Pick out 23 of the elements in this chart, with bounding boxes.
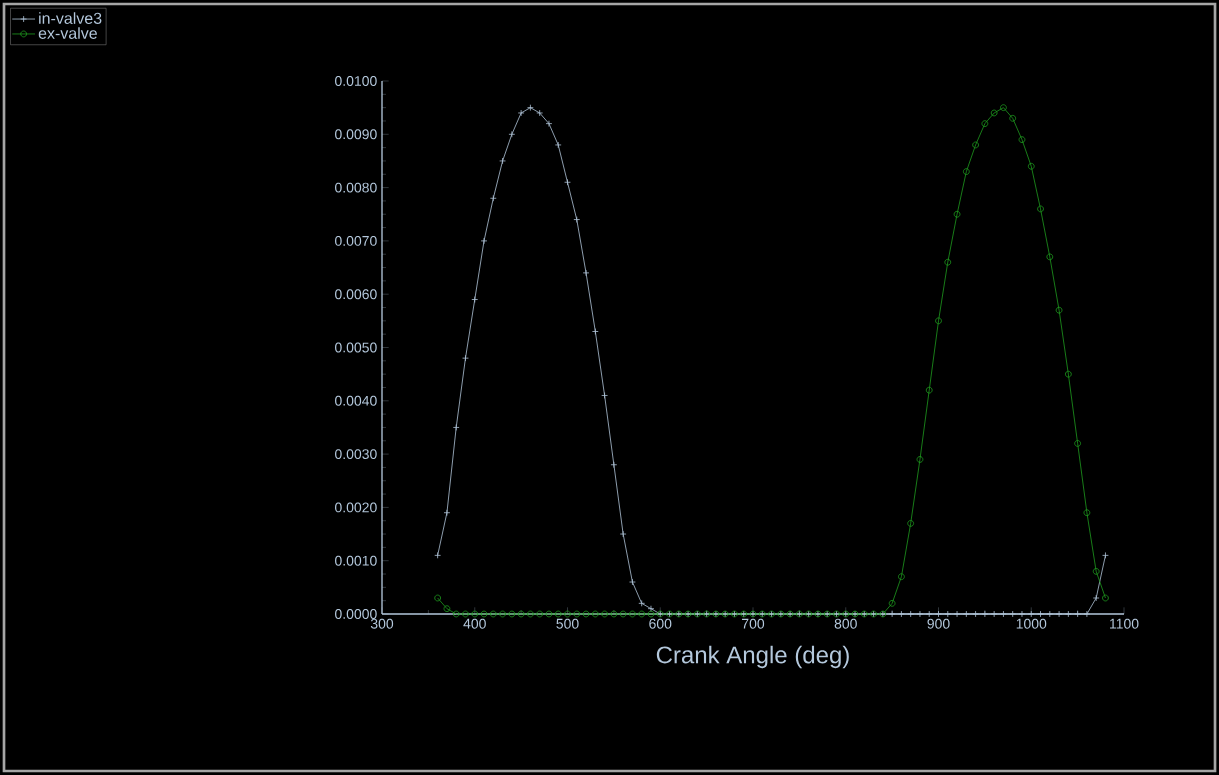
x-axis-title: Crank Angle (deg): [656, 645, 849, 669]
x-tick-label: 600: [649, 618, 672, 629]
legend-label: in-valve3: [39, 12, 102, 24]
y-tick-label: 0.0010: [335, 555, 377, 566]
y-tick-label: 0.0030: [335, 449, 377, 460]
y-tick-label: 0.0090: [335, 129, 377, 140]
y-tick-label: 0.0070: [335, 235, 377, 246]
y-tick-label: 0.0080: [335, 182, 377, 193]
x-tick-label: 400: [463, 618, 486, 629]
y-tick-label: 0.0060: [335, 289, 377, 300]
x-tick-label: 1100: [1110, 618, 1139, 629]
y-tick-label: 0.0020: [335, 502, 377, 513]
y-tick-label: 0.0050: [335, 342, 377, 353]
x-tick-label: 500: [556, 618, 579, 629]
x-tick-label: 700: [742, 618, 765, 629]
x-tick-label: 900: [927, 618, 950, 629]
y-tick-label: 0.0000: [335, 609, 377, 619]
y-tick-label: 0.0100: [335, 76, 377, 86]
legend-label: ex-valve: [38, 27, 97, 39]
y-tick-label: 0.0040: [335, 395, 377, 406]
x-tick-label: 300: [370, 618, 394, 629]
x-tick-label: 800: [834, 618, 857, 629]
x-tick-label: 1000: [1016, 618, 1047, 629]
